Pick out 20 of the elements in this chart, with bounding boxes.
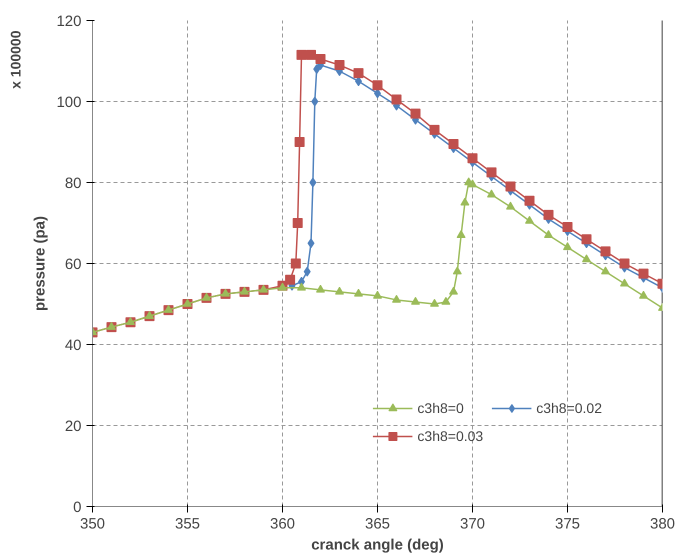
legend-label: c3h8=0.03 xyxy=(417,428,484,444)
x-tick-label: 375 xyxy=(554,516,580,532)
legend-label: c3h8=0.02 xyxy=(536,400,602,416)
y-tick-label: 0 xyxy=(73,499,82,516)
x-tick-label: 360 xyxy=(270,516,296,532)
x-axis-title: cranck angle (deg) xyxy=(311,536,444,554)
y-tick-label: 20 xyxy=(64,418,82,435)
x-tick-label: 350 xyxy=(80,516,106,532)
y-tick-label: 100 xyxy=(56,94,82,111)
y-tick-label: 80 xyxy=(64,175,82,192)
text: x 100000 xyxy=(8,30,24,89)
y-tick-label: 40 xyxy=(64,337,82,354)
y-tick-label: 60 xyxy=(64,256,82,273)
x-tick-label: 370 xyxy=(460,516,486,532)
x-tick-label: 365 xyxy=(364,516,390,532)
y-axis-title: pressure (pa) xyxy=(31,216,48,312)
y-tick-label: 120 xyxy=(56,13,82,30)
legend-label: c3h8=0 xyxy=(417,400,464,416)
x-tick-label: 355 xyxy=(174,516,200,532)
x-tick-label: 380 xyxy=(650,516,676,532)
